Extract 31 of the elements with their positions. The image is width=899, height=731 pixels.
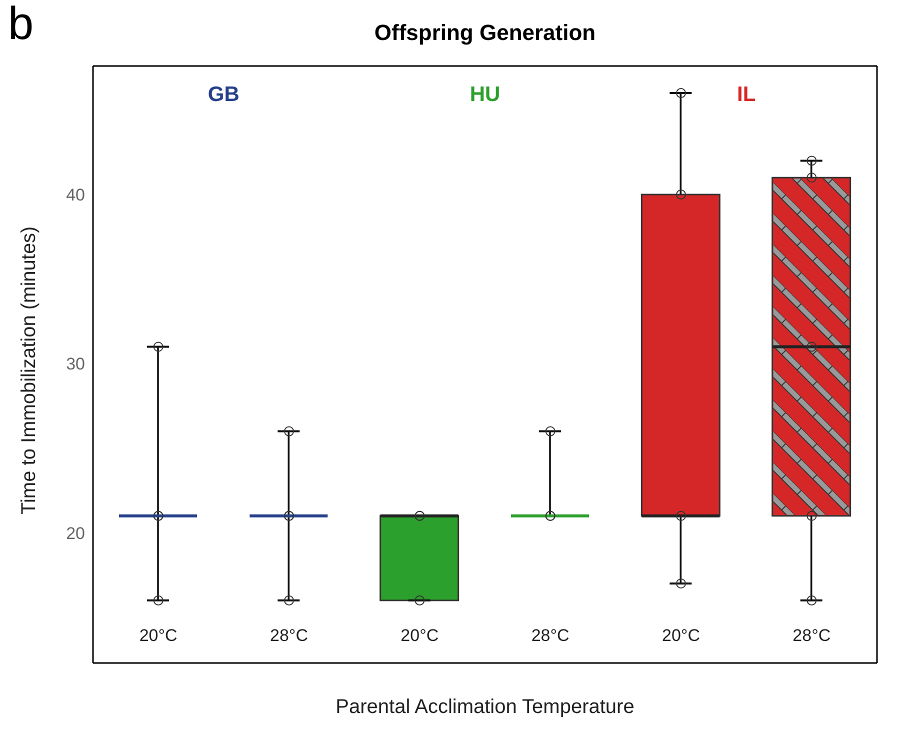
point [545, 426, 556, 436]
point [676, 190, 686, 200]
x-tick-label: 20°C [139, 626, 178, 645]
point [153, 595, 164, 606]
y-tick-label: 40 [66, 186, 85, 205]
point [806, 172, 817, 183]
y-tick-label: 20 [66, 524, 85, 543]
y-tick-label: 30 [66, 354, 85, 374]
x-tick-label: 28°C [792, 626, 831, 645]
x-tick-label: 28°C [270, 626, 308, 645]
point [414, 595, 425, 606]
x-tick-label: 20°C [400, 626, 439, 645]
point [806, 510, 817, 521]
x-tick-label: 20°C [662, 626, 700, 645]
y-axis-title: Time to Immobilization (minutes) [18, 226, 40, 514]
x-axis-title: Parental Acclimation Temperature [336, 696, 634, 718]
annotation: HU [468, 83, 502, 107]
point [806, 342, 817, 352]
point [153, 342, 164, 352]
chart-title: Offspring Generation [373, 20, 597, 46]
annotation: IL [736, 83, 757, 107]
annotation: GB [206, 83, 240, 107]
x-tick-label: 28°C [531, 626, 570, 645]
point [676, 510, 686, 521]
point [284, 595, 294, 606]
point [676, 578, 686, 589]
point [806, 156, 817, 166]
text: b [8, 0, 34, 50]
point [676, 88, 686, 98]
point [806, 595, 817, 606]
point [284, 426, 294, 436]
